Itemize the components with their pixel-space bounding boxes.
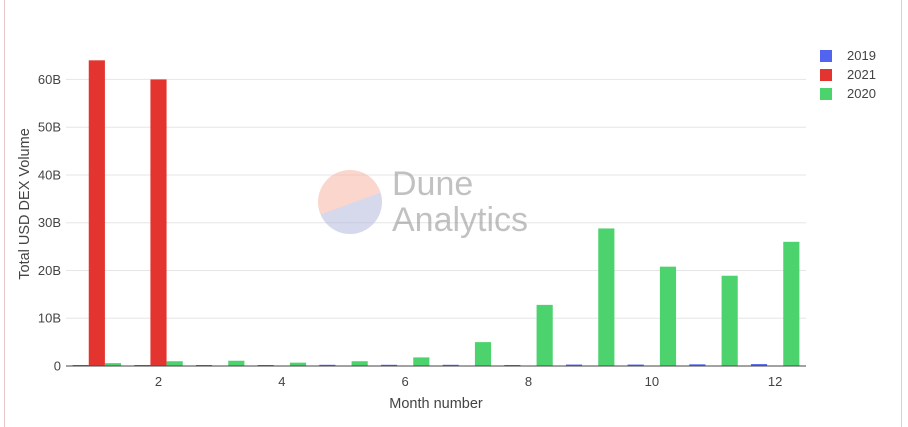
bar-2020-month-9[interactable]: [598, 228, 615, 366]
bar-2019-month-7[interactable]: [442, 364, 459, 366]
x-tick-label: 10: [645, 374, 659, 389]
y-tick-label: 20B: [38, 263, 61, 278]
bar-2019-month-10[interactable]: [627, 364, 644, 366]
bar-2020-month-3[interactable]: [228, 360, 245, 366]
bar-2020-month-1[interactable]: [104, 363, 122, 366]
bar-2020-month-10[interactable]: [659, 266, 677, 366]
bar-2020-month-4[interactable]: [289, 362, 307, 366]
x-tick-label: 8: [525, 374, 532, 389]
y-tick-label: 30B: [38, 215, 61, 230]
bar-2020-month-6[interactable]: [413, 357, 430, 366]
legend-item-2021[interactable]: 2021: [820, 65, 876, 84]
bar-2019-month-5[interactable]: [319, 364, 336, 366]
x-tick-label: 6: [402, 374, 409, 389]
bar-2020-month-12[interactable]: [783, 241, 800, 366]
y-tick-label: 0: [54, 359, 61, 374]
bar-2021-month-1[interactable]: [88, 60, 105, 366]
legend-swatch: [820, 49, 832, 62]
dune-logo-icon: [318, 170, 382, 234]
axes: 0 10B 20B 30B 40B 50B 60B 2 4 6 8 10 12: [38, 72, 806, 389]
bar-2020-month-2[interactable]: [166, 361, 183, 366]
legend-label: 2021: [847, 67, 876, 82]
y-tick-label: 50B: [38, 120, 61, 135]
legend-item-2020[interactable]: 2020: [820, 84, 876, 103]
x-axis-title: Month number: [389, 396, 483, 412]
bar-2019-month-11[interactable]: [689, 364, 706, 366]
legend-item-2019[interactable]: 2019: [820, 46, 876, 65]
bar-2020-month-5[interactable]: [351, 361, 368, 366]
gridlines: [66, 78, 806, 319]
legend-label: 2019: [847, 48, 876, 63]
bar-2021-month-2[interactable]: [150, 79, 167, 367]
bar-2019-month-6[interactable]: [380, 364, 398, 366]
x-tick-label: 12: [768, 374, 782, 389]
legend-swatch: [820, 87, 832, 100]
x-tick-label: 2: [155, 374, 162, 389]
y-tick-label: 10B: [38, 311, 61, 326]
bars: [72, 60, 800, 367]
chart-panel: [4, 0, 902, 427]
bar-2019-month-12[interactable]: [750, 364, 768, 366]
bar-2020-month-8[interactable]: [536, 304, 553, 366]
watermark-line-1: Dune: [392, 165, 474, 203]
y-tick-label: 60B: [38, 72, 61, 87]
y-axis-title: Total USD DEX Volume: [17, 128, 33, 280]
legend-swatch: [820, 68, 832, 81]
dune-analytics-watermark: Dune Analytics: [318, 166, 528, 238]
bar-2019-month-9[interactable]: [565, 364, 583, 366]
bar-2020-month-11[interactable]: [721, 275, 738, 366]
bar-2020-month-7[interactable]: [474, 342, 492, 366]
legend: 2019 2021 2020: [820, 46, 876, 103]
legend-label: 2020: [847, 86, 876, 101]
watermark-line-2: Analytics: [392, 201, 529, 239]
y-tick-label: 40B: [38, 167, 61, 182]
x-tick-label: 4: [278, 374, 285, 389]
